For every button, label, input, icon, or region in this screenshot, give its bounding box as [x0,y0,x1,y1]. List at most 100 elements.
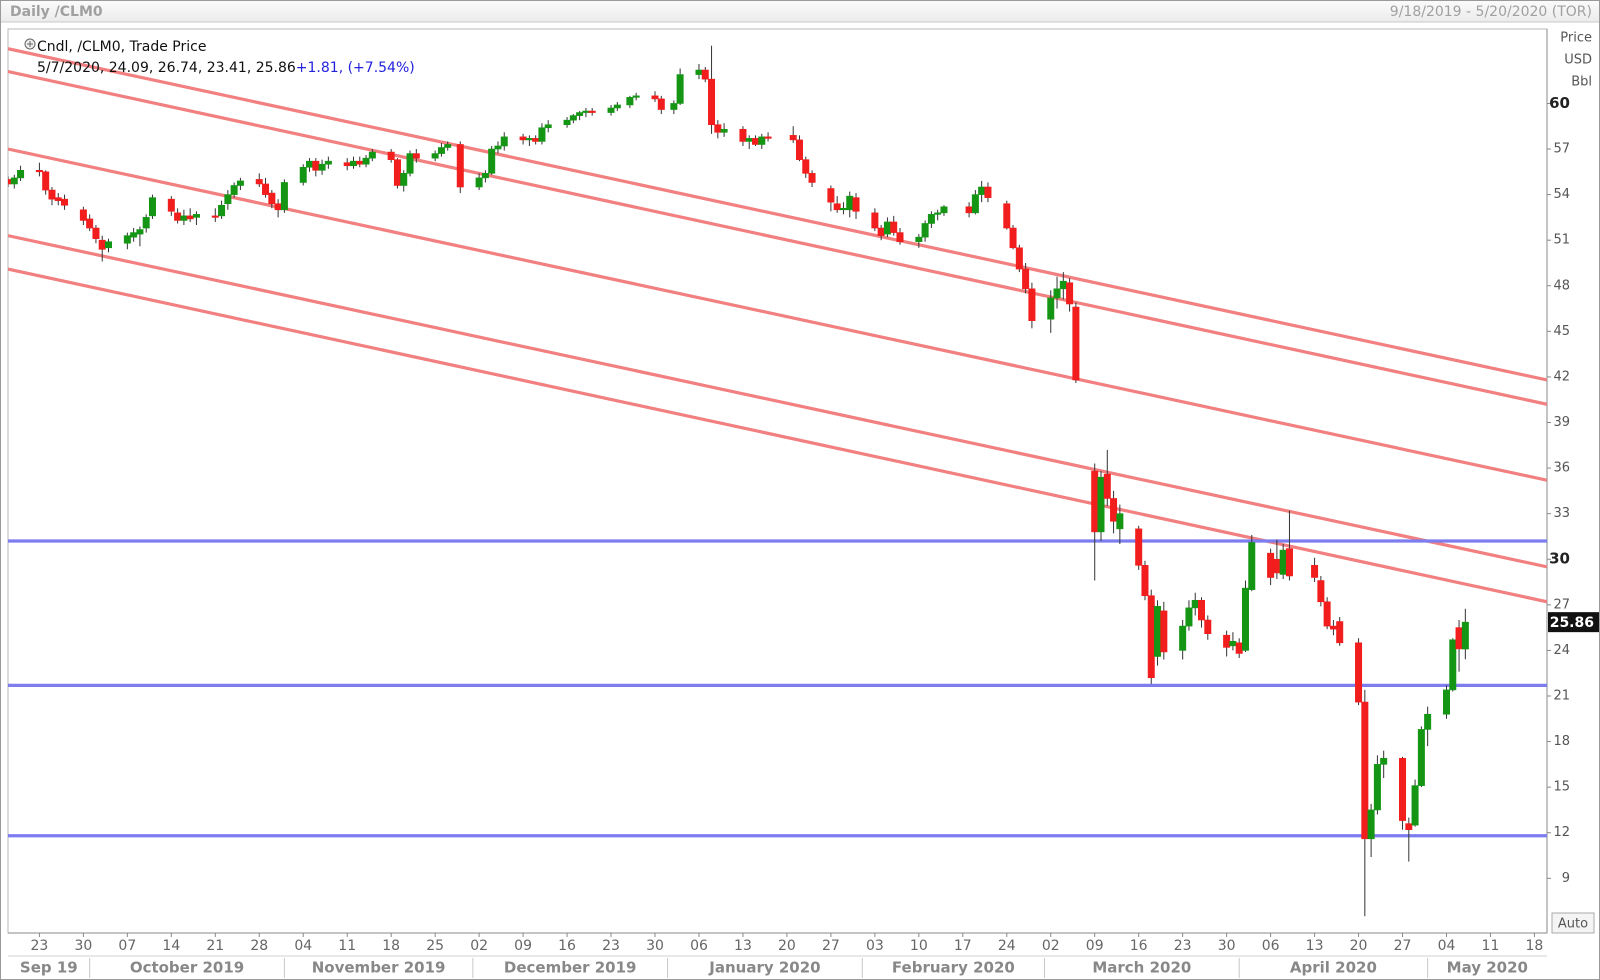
y-tick-label: 9 [1562,871,1570,886]
auto-button-box[interactable] [1551,912,1595,934]
y-tick-label: 21 [1553,688,1570,703]
y-tick-label: 24 [1553,643,1570,658]
candle-body [607,107,615,113]
candle-body [695,69,703,75]
x-tick-label: 04 [1438,938,1456,954]
candle-body [965,206,973,214]
candle-body [494,145,502,150]
candle-body [1461,621,1469,650]
x-tick-label: 30 [646,938,664,954]
candle-body [626,97,634,106]
candle-body [98,239,106,250]
auto-button[interactable]: Auto [1551,912,1595,934]
candle-body [670,103,678,110]
x-tick-label: 03 [866,938,884,954]
candle-body [92,227,100,239]
candle-body [42,171,50,191]
candle-body [877,227,885,236]
candle-body [657,98,665,110]
candle-body [1323,601,1331,627]
candle-body [752,138,760,145]
candle-body [1053,288,1061,299]
candle-body [1273,558,1281,574]
candle-body [349,160,357,167]
candle-body [582,110,590,113]
candle-body [1424,713,1432,730]
candle-body [368,151,376,159]
legend-values-line: 5/7/2020, 24.09, 26.74, 23.41, 25.86+1.8… [37,60,415,76]
candle-body [827,188,835,203]
candle-body [525,138,533,141]
candle-body [1135,528,1143,566]
y-axis-label: Price [1560,31,1592,46]
candle-body [1179,625,1187,651]
trend-line [8,234,1547,569]
x-tick-label: 07 [118,938,136,954]
y-tick-label: 51 [1553,233,1570,248]
candle-body [444,144,452,148]
last-price-box [1548,612,1599,633]
candle-body [569,115,577,121]
x-tick-label: 16 [1130,938,1148,954]
candle-body [167,198,175,212]
x-tick-label: 17 [954,938,972,954]
candle-body [1003,203,1011,229]
candle-body [1141,565,1149,597]
candle-body [148,197,156,217]
month-label: October 2019 [130,959,244,977]
candle-body [739,128,747,142]
legend-values: 5/7/2020, 24.09, 26.74, 23.41, 25.86 [37,60,296,76]
candle-body [1336,621,1344,644]
y-tick-label: 33 [1553,506,1570,521]
candle-body [544,124,552,129]
candle-body [1417,729,1425,786]
candle-body [1059,280,1067,290]
x-tick-label: 10 [910,938,928,954]
candle-body [255,179,263,185]
candle-body [720,128,728,133]
month-label: February 2020 [892,959,1015,977]
candle-body [500,136,508,147]
candle-body [802,159,810,174]
candle-body [1191,599,1199,609]
candle-body [839,207,847,211]
auto-button-label[interactable]: Auto [1558,917,1588,932]
candle-body [1198,599,1206,621]
date-range: 9/18/2019 - 5/20/2020 (TOR) [1390,4,1592,20]
candle-body [174,212,182,221]
candle-body [1223,634,1231,648]
y-tick-label: 15 [1553,780,1570,795]
candle-body [406,153,414,174]
candle-body [1442,689,1450,715]
candle-body [563,119,571,126]
candle-body [186,215,194,220]
x-tick-label: 20 [778,938,796,954]
candle-body [130,232,138,238]
x-tick-label: 16 [558,938,576,954]
x-tick-label: 18 [1526,938,1544,954]
candle-body [896,232,904,243]
header-bar [1,1,1599,22]
month-label: May 2020 [1447,959,1528,977]
candle-body [123,235,131,244]
trend-line [8,47,1547,382]
y-tick-label: 12 [1553,825,1570,840]
plot-area [8,45,1547,917]
candle-body [280,182,288,211]
candle-body [651,95,659,100]
y-tick-label: 30 [1549,550,1570,568]
candle-body [871,212,879,229]
month-label: April 2020 [1290,959,1377,977]
candle-body [136,229,144,235]
candle-body [613,104,621,109]
candle-body [758,136,766,145]
candle-body [274,203,282,211]
candle-body [1367,809,1375,840]
candle-body [356,160,364,165]
x-tick-label: 23 [602,938,620,954]
x-tick-label: 23 [30,938,48,954]
candle-body [1103,473,1111,499]
candle-body [17,169,25,179]
candle-body [412,153,420,159]
